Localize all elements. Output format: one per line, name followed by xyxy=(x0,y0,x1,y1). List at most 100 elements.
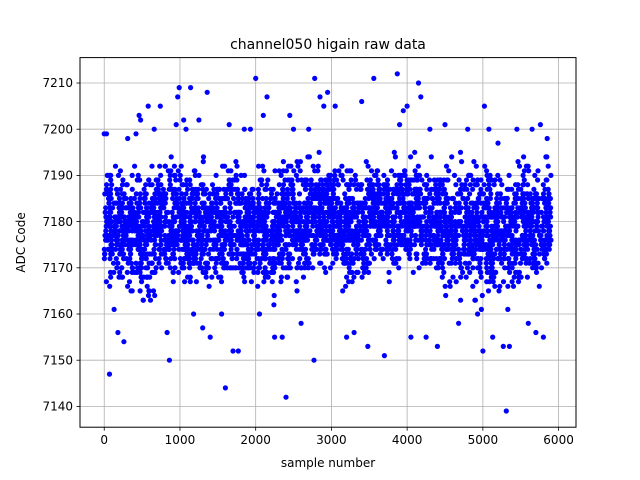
data-point xyxy=(133,131,139,137)
data-point xyxy=(108,274,114,280)
data-point xyxy=(469,223,475,229)
data-point xyxy=(233,265,239,271)
data-point xyxy=(488,242,494,248)
data-point xyxy=(334,177,340,183)
data-point xyxy=(156,246,162,252)
data-point xyxy=(143,205,150,211)
data-point xyxy=(394,182,400,188)
data-point xyxy=(117,186,124,192)
data-point xyxy=(328,242,334,248)
data-point xyxy=(327,205,333,211)
data-point xyxy=(303,205,309,211)
data-point xyxy=(544,260,550,266)
data-point xyxy=(450,223,456,229)
data-point xyxy=(337,223,343,229)
y-axis-label: ADC Code xyxy=(14,212,28,272)
data-point xyxy=(120,251,127,257)
data-point xyxy=(293,200,299,206)
data-point xyxy=(397,237,403,243)
data-point xyxy=(536,251,543,257)
data-point xyxy=(169,209,175,215)
data-point xyxy=(183,126,189,132)
data-point xyxy=(227,219,233,225)
data-point xyxy=(501,219,507,225)
data-point xyxy=(177,172,183,178)
data-point xyxy=(324,219,330,225)
data-point xyxy=(291,168,297,174)
data-point xyxy=(362,200,368,206)
data-point xyxy=(132,228,138,234)
data-point xyxy=(542,237,548,243)
data-point xyxy=(285,251,292,257)
data-point xyxy=(477,265,483,271)
data-point xyxy=(205,232,211,239)
data-point xyxy=(404,103,410,109)
data-point xyxy=(529,195,535,202)
data-point xyxy=(241,126,247,132)
data-point xyxy=(367,177,373,183)
data-point xyxy=(157,219,163,225)
data-point xyxy=(519,205,525,211)
data-point xyxy=(509,219,515,225)
data-point xyxy=(316,209,322,215)
data-point xyxy=(322,232,328,239)
data-point xyxy=(540,334,547,340)
x-tick-label: 2000 xyxy=(240,433,271,447)
data-point xyxy=(348,177,354,183)
data-point xyxy=(462,260,468,266)
data-point xyxy=(374,191,380,197)
data-point xyxy=(115,232,121,239)
data-point xyxy=(129,223,135,229)
data-point xyxy=(188,205,195,211)
data-point xyxy=(107,283,113,289)
data-point xyxy=(262,232,269,239)
data-point xyxy=(188,209,194,215)
data-point xyxy=(178,219,184,225)
data-point xyxy=(513,228,519,234)
data-point xyxy=(191,168,197,174)
data-point xyxy=(505,306,511,312)
data-point xyxy=(209,182,216,188)
data-point xyxy=(435,191,441,197)
data-point xyxy=(326,214,332,220)
data-point xyxy=(318,177,324,183)
data-point xyxy=(279,219,285,225)
data-point xyxy=(145,214,151,220)
data-point xyxy=(119,274,126,280)
data-point xyxy=(284,195,290,202)
data-point xyxy=(241,251,247,257)
data-point xyxy=(367,186,373,192)
data-point xyxy=(262,265,268,271)
data-point xyxy=(271,200,277,206)
data-point xyxy=(256,163,262,169)
data-point xyxy=(207,246,213,252)
data-point xyxy=(189,186,195,192)
data-point xyxy=(532,172,538,178)
data-point xyxy=(297,168,303,174)
data-point xyxy=(491,182,497,188)
data-point xyxy=(192,172,198,178)
data-point xyxy=(542,246,548,252)
data-point xyxy=(133,237,139,243)
data-point xyxy=(134,269,140,275)
data-point xyxy=(149,269,155,275)
data-point xyxy=(223,209,229,215)
data-point xyxy=(143,182,149,188)
data-point xyxy=(358,246,364,252)
data-point xyxy=(381,214,387,220)
data-point xyxy=(295,163,301,169)
data-point xyxy=(191,311,197,317)
data-point xyxy=(415,191,421,197)
data-point xyxy=(157,209,163,215)
data-point xyxy=(384,242,390,248)
data-point xyxy=(441,269,447,275)
data-point xyxy=(125,260,131,266)
data-point xyxy=(494,200,500,206)
data-point xyxy=(118,205,124,211)
data-point xyxy=(511,274,517,280)
data-point xyxy=(495,256,501,262)
data-point xyxy=(177,223,183,229)
data-point xyxy=(321,265,328,271)
data-point xyxy=(521,200,528,206)
data-point xyxy=(478,177,484,183)
